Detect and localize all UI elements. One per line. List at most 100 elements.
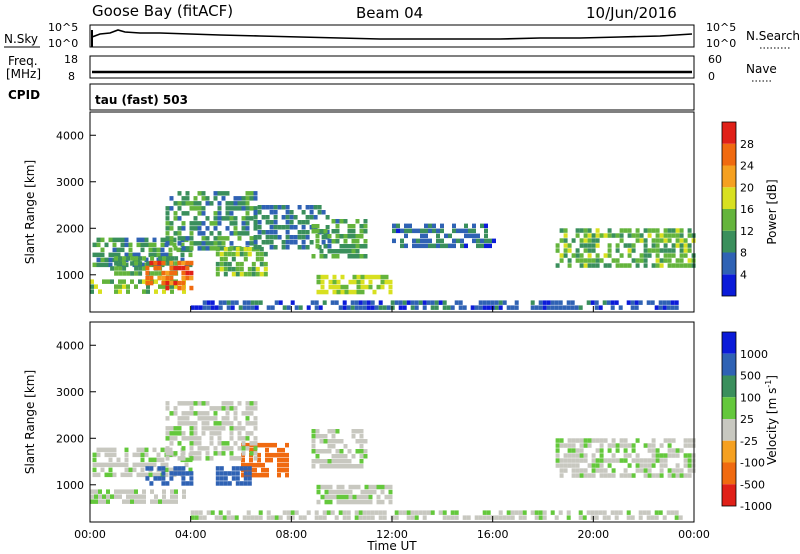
heatmap-cell bbox=[667, 448, 672, 453]
heatmap-cell bbox=[285, 452, 289, 458]
heatmap-cell bbox=[114, 494, 118, 499]
heatmap-cell bbox=[370, 510, 375, 515]
heatmap-cell bbox=[160, 242, 165, 248]
heatmap-cell bbox=[486, 515, 491, 520]
heatmap-cell bbox=[635, 233, 640, 238]
heatmap-cell bbox=[245, 191, 250, 196]
heatmap-cell bbox=[140, 467, 145, 473]
heatmap-cell bbox=[355, 234, 360, 239]
heatmap-cell bbox=[223, 256, 228, 262]
heatmap-cell bbox=[635, 238, 640, 243]
heatmap-cell bbox=[100, 257, 105, 263]
heatmap-cell bbox=[226, 510, 231, 515]
heatmap-cell bbox=[130, 489, 134, 494]
heatmap-cell bbox=[595, 228, 600, 233]
heatmap-cell bbox=[659, 263, 664, 268]
heatmap-cell bbox=[177, 416, 182, 421]
colorbar-swatch bbox=[722, 209, 736, 231]
heatmap-cell bbox=[177, 236, 182, 241]
velocity-heatmap bbox=[90, 401, 696, 520]
heatmap-cell bbox=[173, 471, 178, 476]
heatmap-cell bbox=[352, 494, 357, 500]
heatmap-cell bbox=[233, 426, 238, 431]
heatmap-cell bbox=[468, 228, 472, 234]
heatmap-cell bbox=[94, 284, 98, 289]
colorbar-tick-label: 24 bbox=[740, 160, 754, 173]
heatmap-cell bbox=[225, 191, 230, 196]
heatmap-cell bbox=[331, 429, 336, 434]
colorbar-swatch bbox=[722, 252, 736, 275]
heatmap-cell bbox=[478, 515, 483, 520]
heatmap-cell bbox=[623, 453, 628, 458]
heatmap-cell bbox=[331, 444, 336, 449]
heatmap-cell bbox=[498, 305, 503, 310]
heatmap-cell bbox=[599, 448, 604, 453]
heatmap-cell bbox=[319, 254, 324, 259]
heatmap-cell bbox=[285, 205, 290, 210]
heatmap-cell bbox=[149, 481, 154, 486]
heatmap-cell bbox=[309, 210, 314, 215]
heatmap-cell bbox=[185, 411, 190, 416]
heatmap-cell bbox=[230, 305, 235, 310]
heatmap-cell bbox=[277, 457, 281, 463]
heatmap-cell bbox=[683, 453, 688, 458]
heatmap-cell bbox=[253, 421, 258, 426]
heatmap-cell bbox=[213, 416, 218, 421]
heatmap-cell bbox=[233, 416, 238, 421]
heatmap-cell bbox=[486, 305, 491, 310]
heatmap-cell bbox=[237, 426, 242, 431]
heatmap-cell bbox=[571, 238, 576, 243]
heatmap-cell bbox=[250, 515, 255, 520]
heatmap-cell bbox=[598, 305, 603, 310]
x-tick-label: 16:00 bbox=[477, 528, 509, 541]
nsky-panel: N.Sky 10^5 10^0 10^5 10^0 N.Search bbox=[4, 21, 800, 50]
heatmap-cell bbox=[602, 515, 607, 520]
heatmap-cell bbox=[169, 441, 174, 446]
heatmap-cell bbox=[273, 245, 278, 250]
heatmap-cell bbox=[368, 279, 373, 285]
heatmap-cell bbox=[162, 494, 166, 499]
heatmap-cell bbox=[253, 436, 258, 441]
heatmap-cell bbox=[571, 473, 576, 478]
heatmap-cell bbox=[164, 467, 169, 473]
heatmap-cell bbox=[134, 256, 139, 261]
heatmap-cell bbox=[181, 456, 186, 461]
heatmap-cell bbox=[169, 411, 174, 416]
heatmap-cell bbox=[181, 481, 186, 486]
heatmap-cell bbox=[394, 300, 399, 305]
heatmap-cell bbox=[619, 438, 624, 443]
heatmap-cell bbox=[627, 253, 632, 258]
heatmap-cell bbox=[579, 263, 584, 268]
heatmap-cell bbox=[217, 426, 222, 431]
heatmap-cell bbox=[237, 456, 242, 461]
heatmap-cell bbox=[583, 243, 588, 248]
heatmap-cell bbox=[514, 300, 519, 305]
heatmap-cell bbox=[351, 239, 356, 244]
heatmap-cell bbox=[165, 206, 170, 211]
heatmap-cell bbox=[586, 510, 591, 515]
heatmap-cell bbox=[627, 243, 632, 248]
heatmap-cell bbox=[239, 271, 244, 277]
heatmap-cell bbox=[603, 263, 608, 268]
y-tick-label: 2000 bbox=[56, 222, 84, 235]
heatmap-cell bbox=[197, 241, 202, 246]
heatmap-cell bbox=[347, 459, 352, 464]
heatmap-cell bbox=[249, 431, 254, 436]
heatmap-cell bbox=[142, 489, 146, 494]
heatmap-cell bbox=[356, 274, 361, 280]
heatmap-cell bbox=[305, 220, 310, 225]
heatmap-cell bbox=[112, 247, 117, 253]
heatmap-cell bbox=[181, 280, 186, 286]
heatmap-cell bbox=[323, 244, 328, 249]
heatmap-cell bbox=[120, 242, 125, 248]
colorbar-tick-label: -500 bbox=[740, 478, 765, 491]
heatmap-cell bbox=[174, 489, 178, 494]
heatmap-cell bbox=[189, 411, 194, 416]
heatmap-cell bbox=[233, 441, 238, 446]
heatmap-cell bbox=[687, 233, 692, 238]
heatmap-cell bbox=[253, 191, 258, 196]
heatmap-cell bbox=[335, 459, 340, 464]
heatmap-cell bbox=[687, 263, 692, 268]
heatmap-cell bbox=[130, 261, 135, 266]
heatmap-cell bbox=[358, 515, 363, 520]
